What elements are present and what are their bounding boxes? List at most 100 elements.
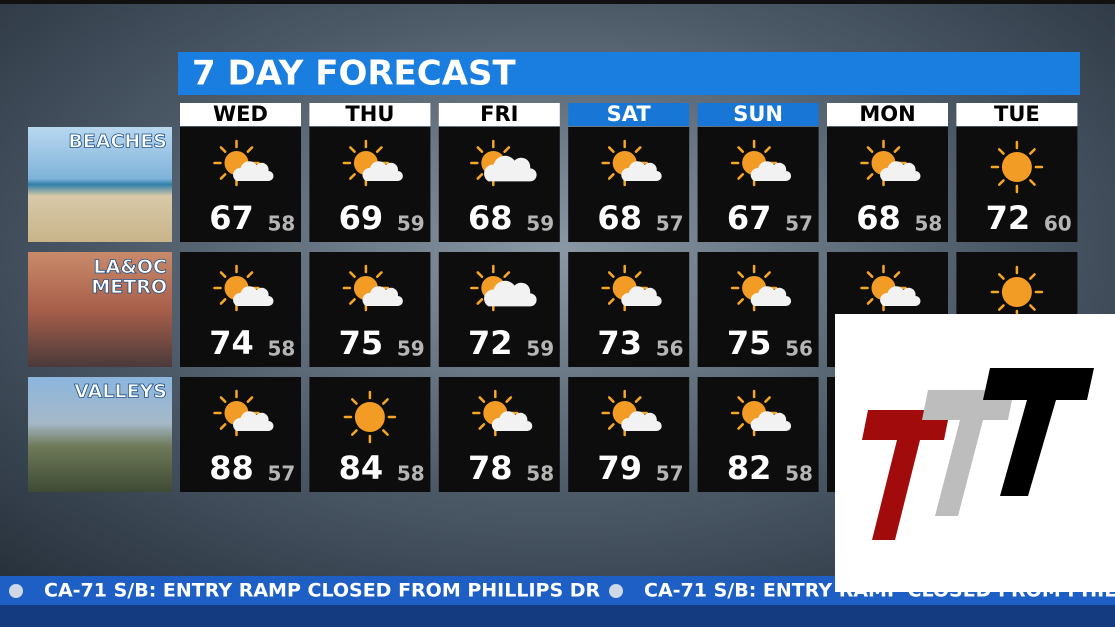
low-temp: 57 xyxy=(656,462,684,486)
cloud xyxy=(750,286,792,306)
sun-ray xyxy=(607,396,615,403)
title-bar xyxy=(178,52,1080,95)
sun-ray xyxy=(764,271,771,278)
low-temp: 58 xyxy=(915,212,943,236)
sun-ray xyxy=(866,298,874,305)
sun-ray xyxy=(997,273,1005,280)
sun-ray xyxy=(375,271,383,278)
sun-ray xyxy=(1029,179,1036,186)
high-temp: 79 xyxy=(597,449,642,487)
forecast-cell xyxy=(568,252,690,367)
low-temp: 56 xyxy=(656,337,684,361)
day-header xyxy=(568,103,690,126)
weather-icon xyxy=(860,139,921,187)
sun-ray xyxy=(349,271,356,278)
low-temp: 58 xyxy=(397,462,425,486)
low-temp: 58 xyxy=(268,212,296,236)
high-temp: 78 xyxy=(468,449,513,487)
low-temp: 58 xyxy=(268,337,296,361)
sun-ray xyxy=(866,271,874,278)
cloud xyxy=(621,286,662,306)
sun-ray xyxy=(997,179,1005,186)
region-image xyxy=(28,127,172,242)
sun-ray xyxy=(737,396,745,403)
sun-ray xyxy=(893,271,901,278)
high-temp: 68 xyxy=(468,199,513,237)
sun-ray xyxy=(634,396,642,403)
high-temp: 72 xyxy=(468,324,513,362)
day-header xyxy=(827,103,948,126)
high-temp: 73 xyxy=(597,324,642,362)
high-temp: 67 xyxy=(727,199,772,237)
cloud xyxy=(621,411,662,431)
logo-t3 xyxy=(983,368,1094,496)
sun-ray xyxy=(350,429,358,436)
low-temp: 56 xyxy=(785,337,813,361)
cloud xyxy=(362,286,403,306)
sun-ray xyxy=(1029,304,1036,311)
day-header xyxy=(697,103,819,126)
weather-icon xyxy=(472,389,533,437)
logo-box xyxy=(835,314,1115,592)
day-header xyxy=(438,103,560,126)
sun-ray xyxy=(246,396,254,403)
sun-ray xyxy=(607,271,615,278)
high-temp: 84 xyxy=(339,449,384,487)
cloud xyxy=(621,161,662,181)
sun-ray xyxy=(607,173,615,180)
sun-ray xyxy=(349,298,356,305)
sun-ray xyxy=(478,396,486,403)
sun-ray xyxy=(350,398,358,405)
region-name: BEACHES xyxy=(68,131,167,153)
cloud xyxy=(233,411,274,431)
low-temp: 59 xyxy=(397,212,425,236)
sun-ray xyxy=(737,146,745,153)
forecast-cell xyxy=(438,377,560,492)
day-header xyxy=(180,103,301,126)
ticker-bullet xyxy=(609,584,623,598)
sun-ray xyxy=(246,271,254,278)
day-header xyxy=(309,103,431,126)
cloud xyxy=(362,161,403,181)
title: 7 DAY FORECAST xyxy=(192,54,517,94)
cloud xyxy=(484,280,537,307)
high-temp: 82 xyxy=(727,449,772,487)
sun-ray xyxy=(349,173,356,180)
low-temp: 57 xyxy=(656,212,684,236)
day-label: SAT xyxy=(607,102,652,126)
high-temp: 68 xyxy=(856,199,901,237)
sun-ray xyxy=(219,173,227,180)
low-temp: 57 xyxy=(785,212,813,236)
cloud xyxy=(880,286,921,306)
sun-ray xyxy=(375,146,383,153)
sun-ray xyxy=(382,398,389,405)
day-label: MON xyxy=(859,102,915,126)
weather-icon xyxy=(213,264,274,312)
weather-icon xyxy=(730,139,792,187)
sun-ray xyxy=(1029,273,1036,280)
high-temp: 74 xyxy=(209,324,254,362)
forecast-cell xyxy=(568,127,690,242)
sun xyxy=(1001,277,1032,307)
forecast-cell xyxy=(697,377,819,492)
forecast-cell xyxy=(309,127,431,242)
weather-icon xyxy=(213,389,274,437)
weather-icon xyxy=(730,389,792,437)
forecast-cell xyxy=(827,127,948,242)
sun-ray xyxy=(737,271,745,278)
sun-ray xyxy=(866,173,874,180)
weather-icon xyxy=(342,139,403,187)
cloud xyxy=(491,411,533,431)
cloud xyxy=(484,155,537,182)
sun-ray xyxy=(503,271,511,278)
cloud xyxy=(750,161,792,181)
low-temp: 59 xyxy=(526,337,554,361)
sun-ray xyxy=(737,298,745,305)
weather-icon xyxy=(470,139,537,187)
sun-ray xyxy=(607,146,615,153)
region-name: VALLEYS xyxy=(74,381,167,403)
low-temp: 60 xyxy=(1044,212,1072,236)
weather-icon xyxy=(990,265,1044,319)
top-edge xyxy=(0,0,1115,4)
